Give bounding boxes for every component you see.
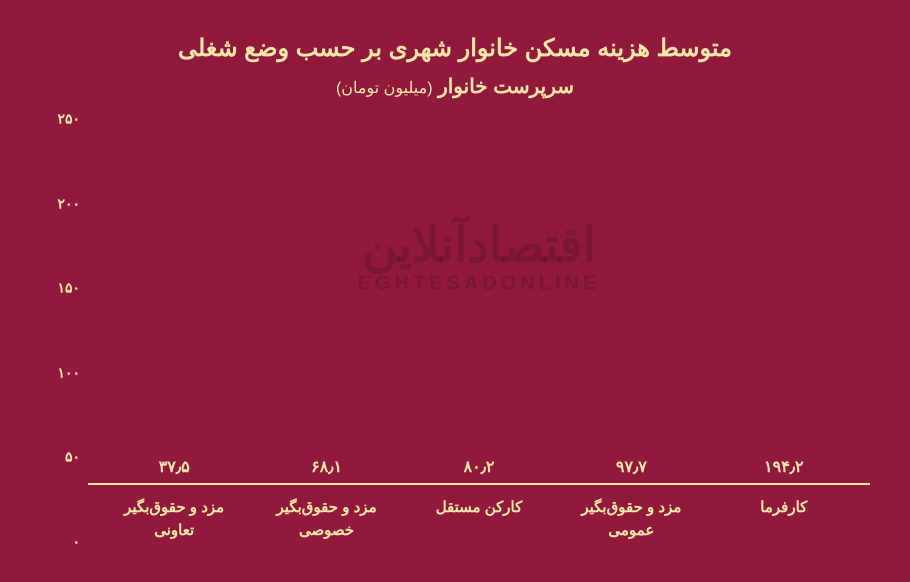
x-label: مزد و حقوق‌بگیرتعاونی [98, 497, 250, 542]
bar-value-label: ۳۷٫۵ [159, 457, 190, 477]
bar-value-label: ۸۰٫۲ [464, 457, 495, 477]
bar-value-label: ۶۸٫۱ [311, 457, 342, 477]
chart-title-line1: متوسط هزینه مسکن خانوار شهری بر حسب وضع … [40, 30, 870, 68]
bar-value-label: ۱۹۴٫۲ [764, 457, 804, 477]
plot-and-x: اقتصادآنلاین EGHTESADONLINE ۱۹۴٫۲ ۹۷٫۷ ۸۰٫… [88, 119, 870, 542]
chart-title-line2: سرپرست خانوار (میلیون تومان) [40, 74, 870, 99]
x-label: کارکن مستقل [403, 497, 555, 542]
x-axis: کارفرمامزد و حقوق‌بگیرعمومیکارکن مستقلمز… [88, 497, 870, 542]
x-label: کارفرما [708, 497, 860, 542]
plot-wrap: ۰۵۰۱۰۰۱۵۰۲۰۰۲۵۰ اقتصادآنلاین EGHTESADONL… [40, 119, 870, 542]
watermark-en: EGHTESADONLINE [358, 273, 601, 295]
y-axis: ۰۵۰۱۰۰۱۵۰۲۰۰۲۵۰ [40, 119, 88, 542]
watermark: اقتصادآنلاین EGHTESADONLINE [358, 220, 601, 295]
y-tick: ۰ [72, 534, 80, 551]
chart-subtitle-text: سرپرست خانوار [438, 76, 574, 98]
plot-area: اقتصادآنلاین EGHTESADONLINE ۱۹۴٫۲ ۹۷٫۷ ۸۰٫… [88, 119, 870, 485]
chart-title-block: متوسط هزینه مسکن خانوار شهری بر حسب وضع … [40, 30, 870, 99]
bar-slot: ۱۹۴٫۲ [708, 457, 860, 483]
bar-slot: ۳۷٫۵ [98, 457, 250, 483]
bar-value-label: ۹۷٫۷ [616, 457, 647, 477]
y-tick: ۱۵۰ [57, 280, 80, 297]
y-tick: ۲۵۰ [57, 111, 80, 128]
x-label: مزد و حقوق‌بگیرعمومی [555, 497, 707, 542]
bar-slot: ۸۰٫۲ [403, 457, 555, 483]
y-tick: ۵۰ [65, 449, 80, 466]
y-tick: ۱۰۰ [57, 364, 80, 381]
chart-unit: (میلیون تومان) [336, 80, 433, 97]
y-tick: ۲۰۰ [57, 195, 80, 212]
watermark-fa: اقتصادآنلاین [362, 219, 596, 272]
bar-slot: ۹۷٫۷ [555, 457, 707, 483]
bar-slot: ۶۸٫۱ [250, 457, 402, 483]
x-label: مزد و حقوق‌بگیرخصوصی [250, 497, 402, 542]
chart-container: متوسط هزینه مسکن خانوار شهری بر حسب وضع … [0, 0, 910, 582]
